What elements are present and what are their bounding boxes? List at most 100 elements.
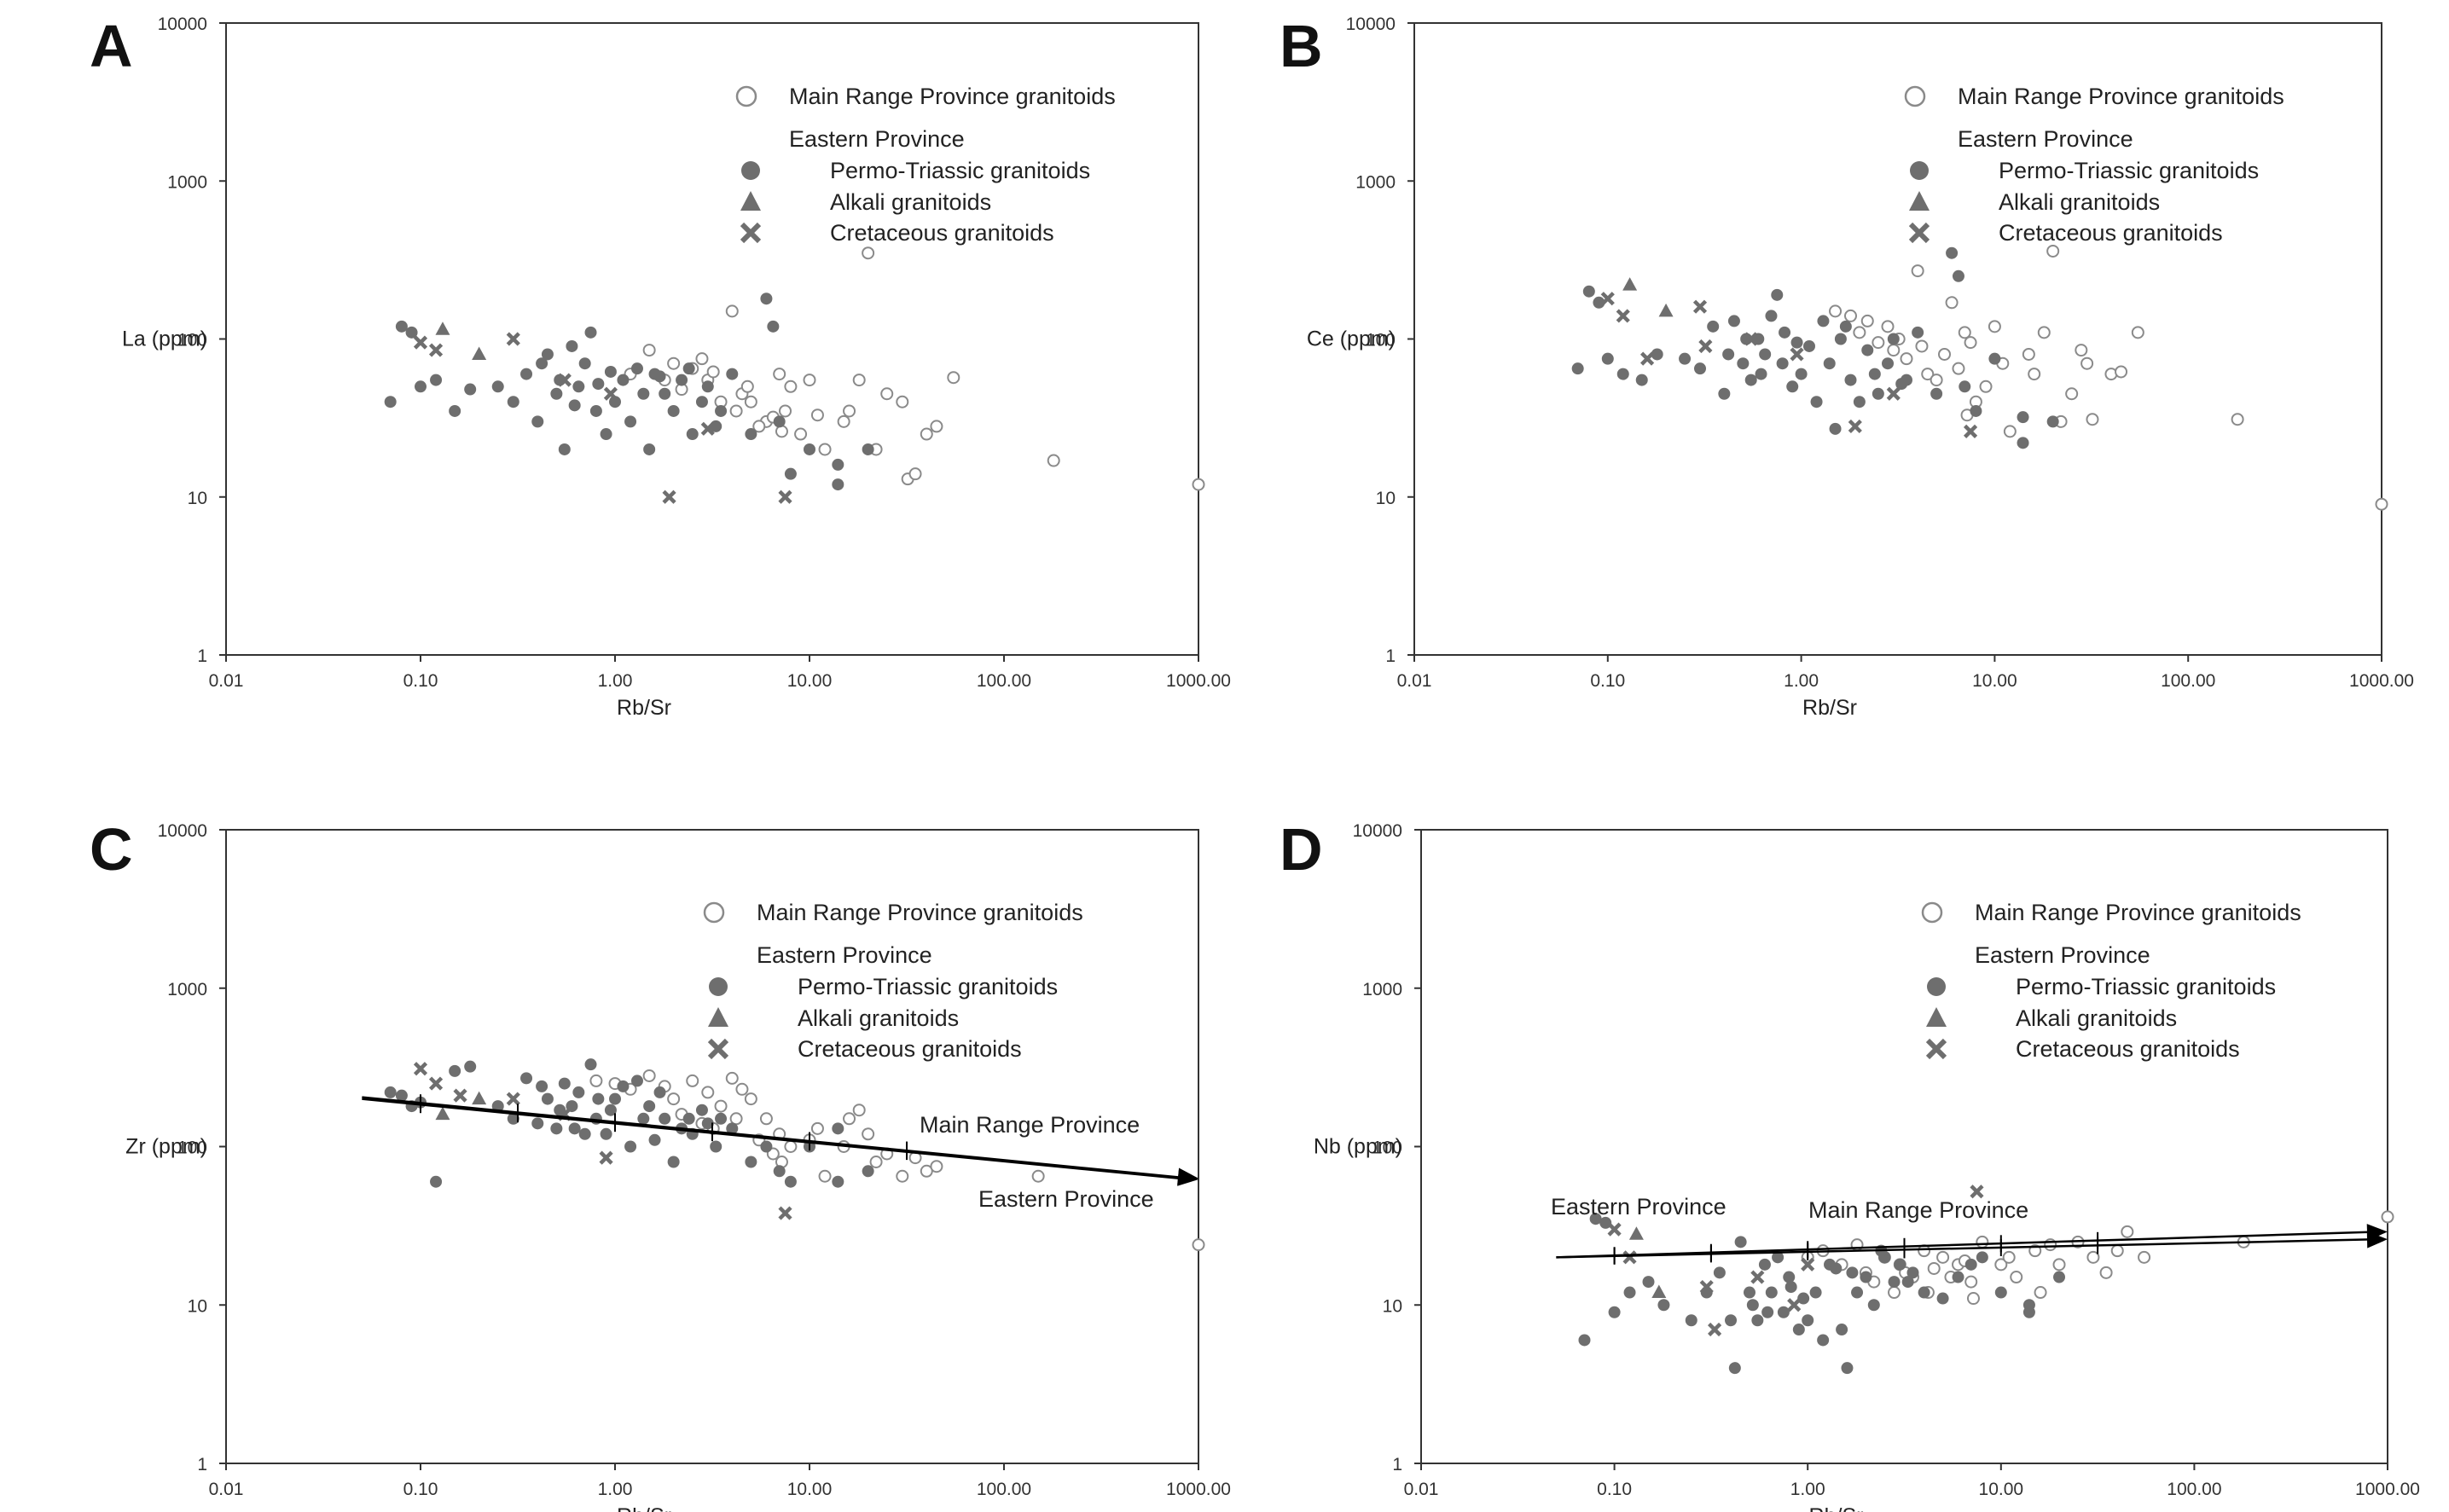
data-point xyxy=(536,357,548,370)
data-point xyxy=(1930,374,1943,387)
data-point xyxy=(725,304,739,318)
legend-marker-filled-circle xyxy=(709,977,728,996)
data-point xyxy=(843,404,856,418)
data-point xyxy=(852,374,866,387)
data-point xyxy=(1927,1261,1941,1275)
data-point xyxy=(2002,1250,2016,1264)
data-point xyxy=(784,379,798,393)
data-point xyxy=(2037,326,2051,339)
data-point xyxy=(1694,362,1707,375)
legend-label: Alkali granitoids xyxy=(1999,189,2160,215)
data-point xyxy=(550,1122,563,1135)
y-tick-label: 1000 xyxy=(167,172,207,192)
data-point xyxy=(472,346,487,360)
data-point xyxy=(1751,1314,1764,1327)
data-point xyxy=(779,404,792,418)
data-point xyxy=(541,1092,554,1105)
data-point xyxy=(667,404,680,417)
data-point xyxy=(714,1099,728,1113)
data-point xyxy=(413,1062,428,1076)
data-point xyxy=(1834,333,1847,345)
panel-letter: A xyxy=(90,13,133,79)
data-point xyxy=(2017,411,2029,424)
data-point xyxy=(862,1127,875,1141)
data-point xyxy=(1790,347,1804,362)
data-point xyxy=(531,415,544,428)
data-point xyxy=(1901,1276,1914,1289)
x-tick-label: 1000.00 xyxy=(1166,1480,1231,1499)
data-point xyxy=(405,326,418,339)
data-point xyxy=(1930,387,1943,400)
data-point xyxy=(1707,320,1720,333)
data-point xyxy=(536,1080,548,1092)
data-point xyxy=(1839,320,1852,333)
x-tick-label: 1.00 xyxy=(1784,671,1819,691)
chart-panel-d: D 0.01 0.10 1.00 10.00 100.00 1000.00 1 10 100 100… xyxy=(1280,816,2420,1512)
data-point xyxy=(1900,352,1913,366)
data-point xyxy=(1746,1299,1759,1312)
data-point xyxy=(531,1117,544,1130)
data-point xyxy=(1976,1251,1988,1264)
data-point xyxy=(566,339,578,352)
x-axis-title: Rb/Sr xyxy=(1802,696,1857,720)
data-point xyxy=(2086,1250,2100,1264)
data-point xyxy=(603,386,618,401)
data-point xyxy=(700,421,715,436)
data-point xyxy=(667,1092,681,1106)
data-point xyxy=(578,357,591,370)
data-point xyxy=(2375,497,2388,511)
data-point xyxy=(794,427,808,441)
data-point xyxy=(1964,1258,1977,1271)
data-point xyxy=(773,1165,786,1178)
data-point xyxy=(2381,1210,2394,1224)
legend-label: Eastern Province xyxy=(1975,942,2150,968)
data-point xyxy=(744,1092,757,1106)
data-point xyxy=(2046,415,2059,428)
data-point xyxy=(1921,368,1935,381)
data-point xyxy=(2065,387,2079,401)
data-point xyxy=(491,380,504,393)
x-tick-label: 0.10 xyxy=(1597,1480,1632,1499)
data-point xyxy=(667,356,681,370)
data-point xyxy=(766,1147,780,1161)
data-point xyxy=(637,1112,650,1125)
data-point xyxy=(1622,1250,1637,1265)
data-point xyxy=(1607,1222,1622,1237)
data-point xyxy=(1761,1306,1774,1318)
data-point xyxy=(726,1122,739,1135)
data-point xyxy=(1964,336,1977,350)
data-point xyxy=(1810,396,1823,408)
data-point xyxy=(604,365,617,378)
data-point xyxy=(1994,1286,2007,1299)
data-point xyxy=(682,1112,695,1125)
data-point xyxy=(682,362,695,375)
data-point xyxy=(449,404,461,417)
data-point xyxy=(1966,1292,1980,1306)
data-point xyxy=(862,1165,874,1178)
data-point xyxy=(568,399,581,412)
legend-label: Eastern Province xyxy=(757,942,932,968)
legend-label: Main Range Province granitoids xyxy=(1975,900,2301,925)
data-point xyxy=(1571,362,1584,375)
data-point xyxy=(1699,1279,1714,1295)
data-point xyxy=(695,396,708,408)
x-tick-label: 1000.00 xyxy=(2355,1480,2420,1499)
data-point xyxy=(843,1112,856,1126)
data-point xyxy=(1651,348,1663,361)
data-point xyxy=(1787,1298,1802,1312)
data-point xyxy=(667,1156,680,1168)
data-point xyxy=(706,365,720,379)
data-point xyxy=(1829,422,1842,435)
data-point xyxy=(1801,1257,1815,1272)
data-point xyxy=(1608,1306,1621,1318)
data-point xyxy=(2231,413,2244,426)
x-tick-label: 100.00 xyxy=(977,671,1031,691)
x-tick-label: 0.10 xyxy=(403,1480,438,1499)
data-point xyxy=(1868,368,1881,380)
data-point xyxy=(464,1060,477,1073)
data-point xyxy=(1994,1258,2008,1272)
data-point xyxy=(630,362,643,375)
data-point xyxy=(520,1072,533,1085)
data-point xyxy=(1582,285,1595,298)
data-point xyxy=(1623,1286,1636,1299)
